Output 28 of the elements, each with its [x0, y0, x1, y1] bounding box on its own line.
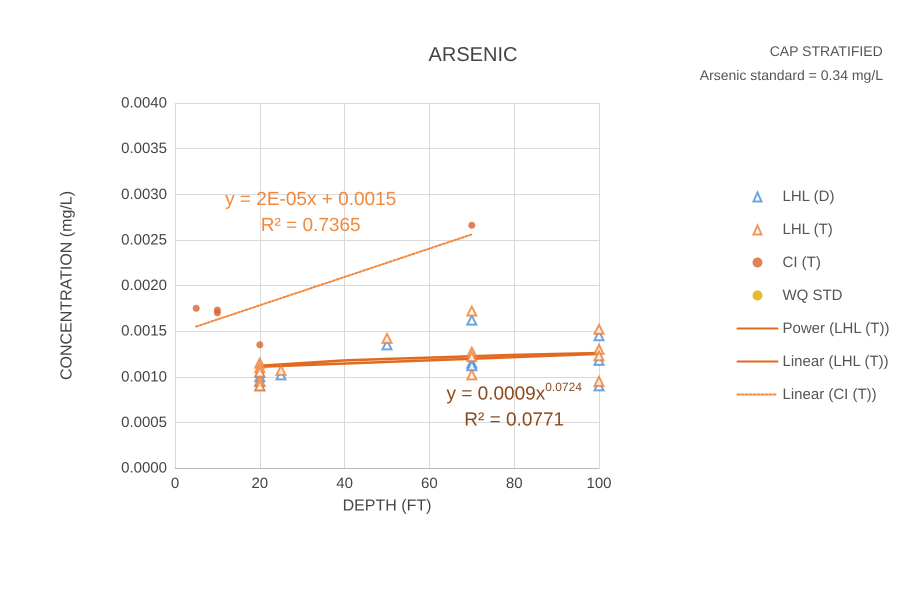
- x-tick-label: 60: [421, 475, 438, 492]
- x-tick-label: 40: [336, 475, 353, 492]
- y-tick-label: 0.0015: [121, 322, 167, 340]
- legend-label: Power (LHL (T)): [782, 320, 890, 337]
- annotation: y = 2E-05x + 0.0015 R² = 0.7365: [225, 189, 396, 236]
- legend-label: Linear (CI (T)): [782, 386, 877, 403]
- x-tick-label: 20: [251, 475, 268, 492]
- y-tick-label: 0.0040: [121, 94, 167, 112]
- legend-label: Linear (LHL (T)): [782, 353, 889, 370]
- text: CAP STRATIFIED: [770, 43, 883, 59]
- y-tick-label: 0.0010: [121, 368, 167, 386]
- legend-label: WQ STD: [782, 287, 843, 304]
- chart-title: ARSENIC: [428, 44, 518, 66]
- x-tick-label: 0: [170, 475, 180, 492]
- y-tick-label: 0.0035: [121, 140, 167, 158]
- y-tick-label: 0.0020: [121, 277, 167, 294]
- y-tick-label: 0.0005: [121, 414, 167, 431]
- legend-label: LHL (T): [782, 221, 833, 238]
- y-tick-label: 0.0030: [121, 186, 167, 203]
- legend-label: LHL (D): [782, 188, 834, 205]
- legend-label: CI (T): [782, 254, 821, 271]
- x-tick-label: 100: [586, 475, 612, 492]
- y-tick-label: 0.0025: [121, 231, 167, 248]
- text: Arsenic standard = 0.34 mg/L: [700, 67, 884, 83]
- x-axis-title: DEPTH (FT): [342, 498, 432, 514]
- y-tick-label: 0.0000: [121, 460, 167, 476]
- y-axis-title: CONCENTRATION (mg/L): [58, 190, 76, 380]
- x-tick-label: 80: [506, 475, 523, 492]
